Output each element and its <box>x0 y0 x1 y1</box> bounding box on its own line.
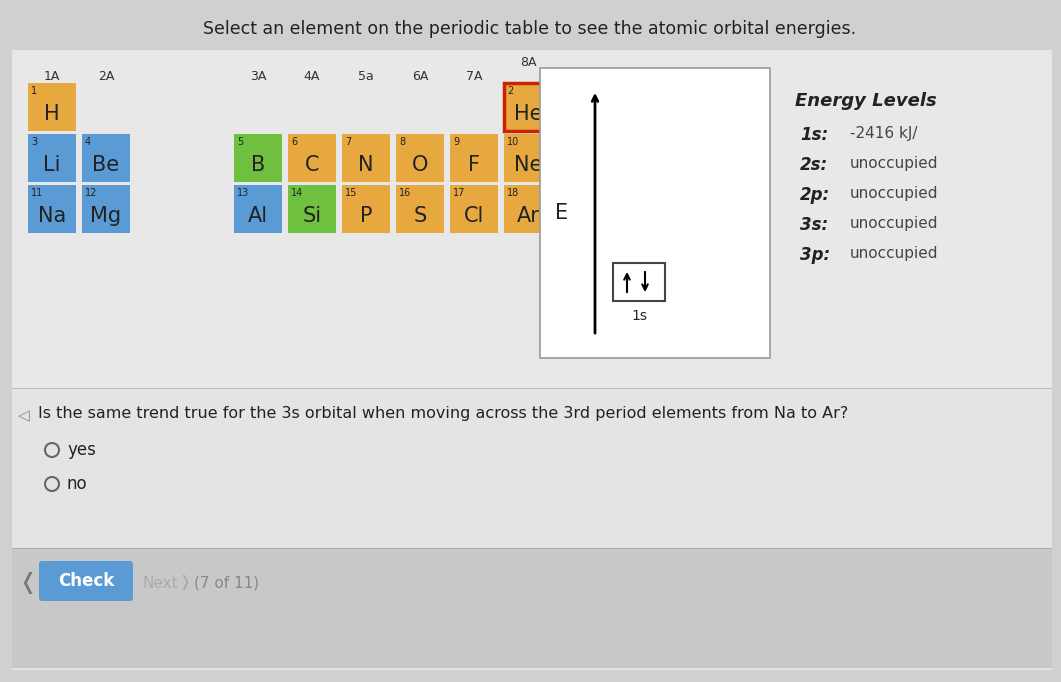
Text: Be: Be <box>92 155 120 175</box>
Text: 2A: 2A <box>98 70 115 83</box>
Text: 4: 4 <box>85 137 91 147</box>
Text: Na: Na <box>38 206 66 226</box>
Text: -2416 kJ/: -2416 kJ/ <box>850 126 918 141</box>
Text: ◁: ◁ <box>18 409 30 424</box>
Text: 4A: 4A <box>303 70 320 83</box>
Text: 7A: 7A <box>466 70 483 83</box>
Text: no: no <box>67 475 88 493</box>
Bar <box>12 548 1053 549</box>
Text: 5: 5 <box>237 137 243 147</box>
Text: O: O <box>412 155 429 175</box>
Text: Al: Al <box>248 206 268 226</box>
Text: Mg: Mg <box>90 206 122 226</box>
Bar <box>288 185 336 233</box>
Text: Select an element on the periodic table to see the atomic orbital energies.: Select an element on the periodic table … <box>204 20 856 38</box>
Text: unoccupied: unoccupied <box>850 186 939 201</box>
Text: 3s:: 3s: <box>800 216 829 234</box>
Text: C: C <box>305 155 319 175</box>
Text: 1A: 1A <box>44 70 60 83</box>
Bar <box>12 548 1053 668</box>
Bar <box>396 134 443 182</box>
Text: 10: 10 <box>507 137 519 147</box>
Text: F: F <box>468 155 480 175</box>
Text: 5a: 5a <box>359 70 373 83</box>
Text: 2: 2 <box>507 86 514 96</box>
Text: H: H <box>45 104 59 123</box>
Text: 1s: 1s <box>631 309 647 323</box>
Text: E: E <box>556 203 569 223</box>
Bar <box>82 185 131 233</box>
FancyBboxPatch shape <box>39 561 133 601</box>
Text: 1: 1 <box>31 86 37 96</box>
Text: 13: 13 <box>237 188 249 198</box>
Text: ❭: ❭ <box>178 576 191 591</box>
Text: 14: 14 <box>291 188 303 198</box>
Text: Ne: Ne <box>514 155 542 175</box>
Text: 3p:: 3p: <box>800 246 830 264</box>
Bar <box>28 83 76 131</box>
Bar <box>12 388 1053 389</box>
Text: P: P <box>360 206 372 226</box>
Text: 7: 7 <box>345 137 351 147</box>
Bar <box>82 134 131 182</box>
Text: unoccupied: unoccupied <box>850 156 939 171</box>
Text: Check: Check <box>58 572 115 590</box>
Text: N: N <box>359 155 373 175</box>
Text: 3: 3 <box>31 137 37 147</box>
Text: 17: 17 <box>453 188 466 198</box>
Text: 1s:: 1s: <box>800 126 829 144</box>
Text: Cl: Cl <box>464 206 484 226</box>
Bar <box>450 134 498 182</box>
Text: 3A: 3A <box>249 70 266 83</box>
Text: S: S <box>414 206 427 226</box>
Text: Is the same trend true for the 3s orbital when moving across the 3rd period elem: Is the same trend true for the 3s orbita… <box>38 406 848 421</box>
Text: Next: Next <box>142 576 177 591</box>
Text: 16: 16 <box>399 188 412 198</box>
Text: yes: yes <box>67 441 95 459</box>
Text: 2p:: 2p: <box>800 186 830 204</box>
Text: 2s:: 2s: <box>800 156 829 174</box>
Text: Ar: Ar <box>517 206 539 226</box>
Text: Energy Levels: Energy Levels <box>795 92 937 110</box>
Text: Li: Li <box>44 155 60 175</box>
Text: 11: 11 <box>31 188 44 198</box>
Text: 9: 9 <box>453 137 459 147</box>
Text: 6A: 6A <box>412 70 429 83</box>
Text: ❬: ❬ <box>19 572 37 594</box>
Text: Si: Si <box>302 206 321 226</box>
Bar <box>504 134 552 182</box>
Bar <box>342 134 390 182</box>
Text: He: He <box>514 104 542 123</box>
Text: 12: 12 <box>85 188 98 198</box>
Bar <box>540 68 770 358</box>
Bar <box>288 134 336 182</box>
Bar <box>504 185 552 233</box>
Text: unoccupied: unoccupied <box>850 246 939 261</box>
Text: 8A: 8A <box>520 56 536 69</box>
Text: 15: 15 <box>345 188 358 198</box>
Bar <box>28 185 76 233</box>
Text: 6: 6 <box>291 137 297 147</box>
Bar <box>12 8 1053 50</box>
Bar <box>234 185 282 233</box>
Bar <box>450 185 498 233</box>
Bar <box>342 185 390 233</box>
Text: unoccupied: unoccupied <box>850 216 939 231</box>
Text: 18: 18 <box>507 188 519 198</box>
Text: 8: 8 <box>399 137 405 147</box>
Bar <box>613 263 665 301</box>
Bar <box>12 389 1053 670</box>
Bar <box>396 185 443 233</box>
Bar <box>28 134 76 182</box>
Bar <box>234 134 282 182</box>
Text: (7 of 11): (7 of 11) <box>194 576 259 591</box>
Bar <box>504 83 552 131</box>
Text: B: B <box>250 155 265 175</box>
